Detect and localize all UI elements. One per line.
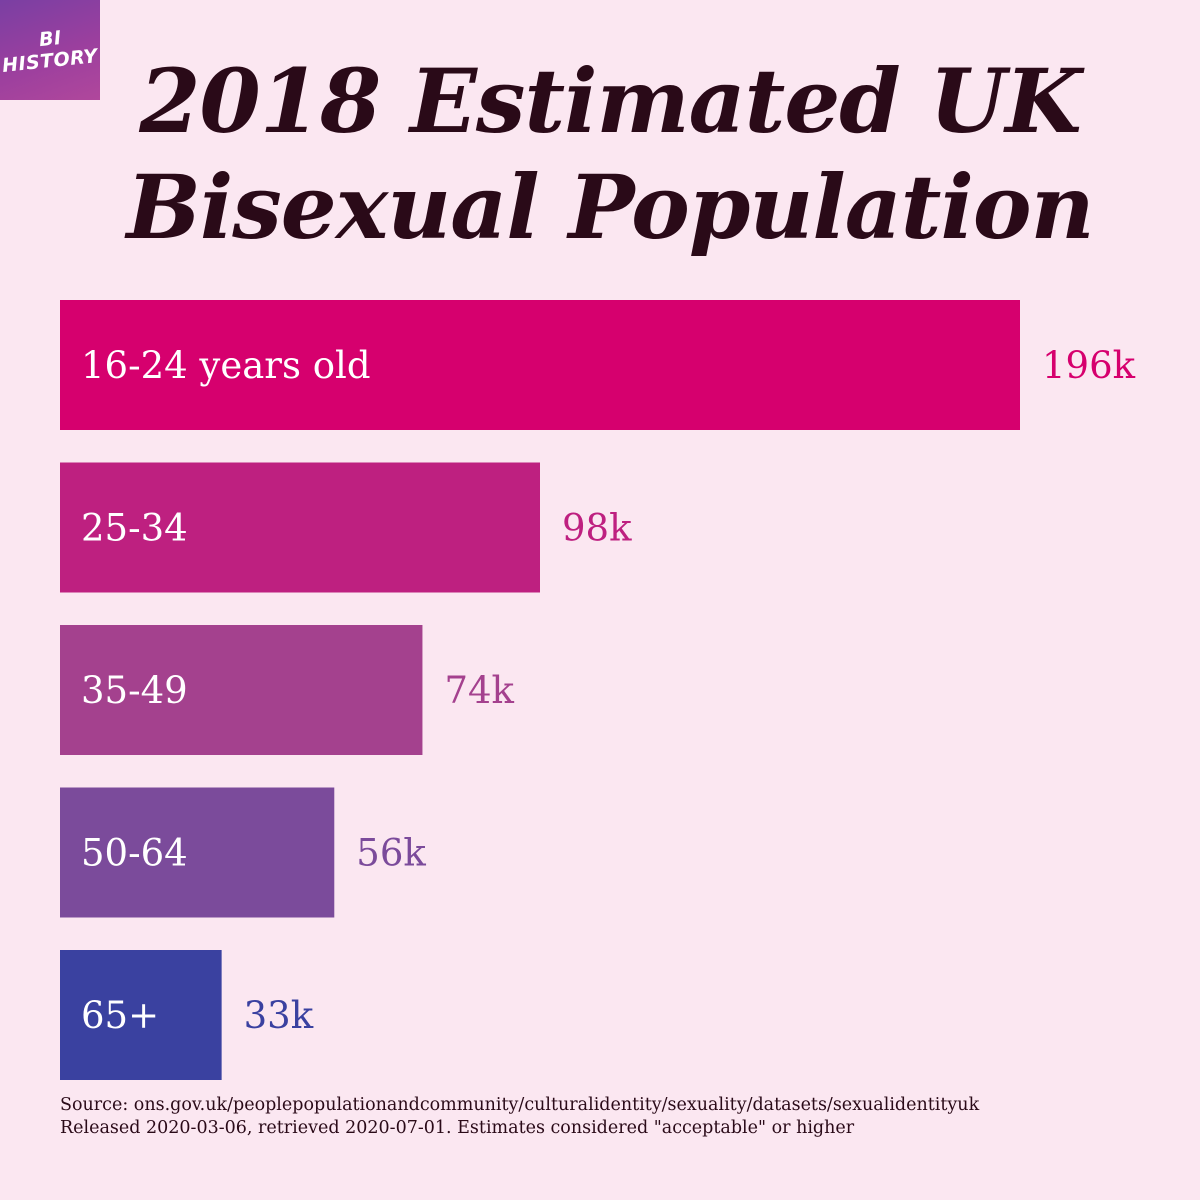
value-label-3: 74k [444, 669, 514, 712]
value-label-4: 56k [356, 832, 426, 875]
chart-title-line-2: Bisexual Population [126, 155, 1094, 259]
bar-5 [60, 950, 222, 1080]
value-label-2: 98k [562, 507, 632, 550]
source-line: Source: ons.gov.uk/peoplepopulationandco… [60, 1095, 980, 1115]
bar-1 [60, 300, 1020, 430]
value-label-1: 196k [1042, 344, 1136, 387]
release-note: Released 2020-03-06, retrieved 2020-07-0… [60, 1118, 855, 1138]
category-label-1: 16-24 years old [81, 344, 371, 387]
bi-history-logo: BI HISTORY [0, 0, 100, 100]
bar-2 [60, 462, 540, 593]
value-label-5: 33k [244, 994, 314, 1037]
category-label-3: 35-49 [81, 669, 188, 712]
source-note: Source: ons.gov.uk/peoplepopulationandco… [60, 1094, 1160, 1140]
chart-title: 2018 Estimated UK Bisexual Population [60, 48, 1160, 260]
category-label-5: 65+ [81, 994, 159, 1037]
bar-4 [60, 787, 335, 918]
category-label-2: 25-34 [81, 507, 188, 550]
category-label-4: 50-64 [81, 832, 188, 875]
chart-title-line-1: 2018 Estimated UK [139, 49, 1081, 153]
bar-3 [60, 625, 423, 755]
